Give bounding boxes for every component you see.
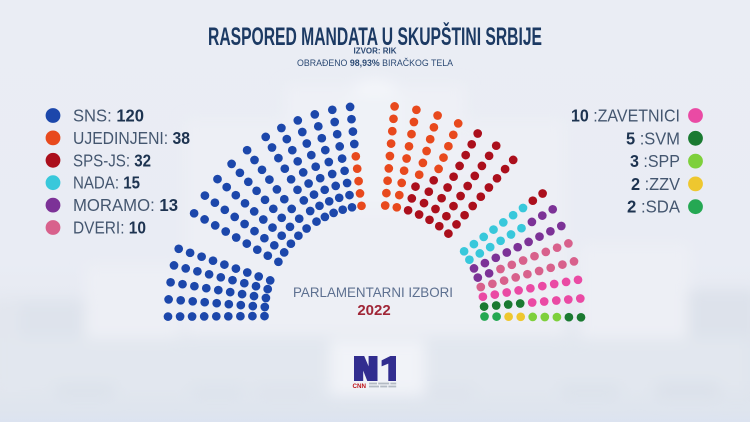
svg-text:MORAMO: 13: MORAMO: 13 [73, 195, 178, 215]
svg-text:2 :ZZV: 2 :ZZV [631, 174, 680, 194]
svg-text:DVERI: 10: DVERI: 10 [73, 218, 146, 238]
svg-text:2 :SDA: 2 :SDA [627, 197, 680, 217]
svg-text:10 :ZAVETNICI: 10 :ZAVETNICI [571, 106, 680, 126]
svg-text:OBRAĐENO 98,93% BIRAČKOG TELA: OBRAĐENO 98,93% BIRAČKOG TELA [297, 58, 454, 69]
svg-text:RASPORED MANDATA U SKUPŠTINI S: RASPORED MANDATA U SKUPŠTINI SRBIJE [208, 21, 542, 51]
svg-text:CNN: CNN [353, 383, 367, 390]
svg-text:PARLAMENTARNI IZBORI: PARLAMENTARNI IZBORI [293, 284, 453, 300]
svg-text:IZVOR: RIK: IZVOR: RIK [354, 46, 398, 56]
svg-text:NADA: 15: NADA: 15 [73, 173, 140, 193]
svg-text:SPS-JS: 32: SPS-JS: 32 [73, 150, 151, 170]
svg-text:5 :SVM: 5 :SVM [626, 128, 680, 148]
svg-text:3 :SPP: 3 :SPP [630, 151, 680, 171]
svg-text:2022: 2022 [357, 302, 390, 319]
svg-text:UJEDINJENI: 38: UJEDINJENI: 38 [73, 128, 190, 148]
svg-text:SNS: 120: SNS: 120 [73, 106, 144, 126]
